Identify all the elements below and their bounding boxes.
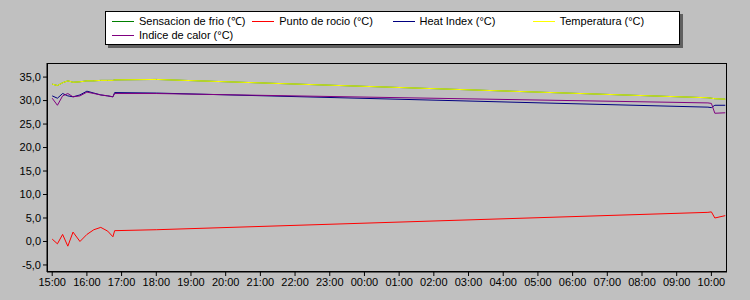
svg-text:-5,0: -5,0 xyxy=(22,259,41,271)
svg-text:25,0: 25,0 xyxy=(20,118,41,130)
svg-text:35,0: 35,0 xyxy=(20,71,41,83)
svg-text:09:00: 09:00 xyxy=(663,276,691,288)
svg-text:03:00: 03:00 xyxy=(455,276,483,288)
svg-text:18:00: 18:00 xyxy=(143,276,171,288)
svg-text:15:00: 15:00 xyxy=(38,276,66,288)
svg-text:15,0: 15,0 xyxy=(20,165,41,177)
svg-text:08:00: 08:00 xyxy=(628,276,656,288)
html-text:Punto de rocio (°C): Punto de rocio (°C) xyxy=(279,15,373,27)
svg-text:16:00: 16:00 xyxy=(73,276,101,288)
svg-text:22:00: 22:00 xyxy=(281,276,309,288)
svg-text:01:00: 01:00 xyxy=(385,276,413,288)
html-text:Heat Index (°C): Heat Index (°C) xyxy=(419,15,496,27)
svg-text:30,0: 30,0 xyxy=(20,94,41,106)
svg-text:23:00: 23:00 xyxy=(316,276,344,288)
html-text:Temperatura (°C): Temperatura (°C) xyxy=(559,15,645,27)
svg-text:00:00: 00:00 xyxy=(351,276,379,288)
svg-text:20,0: 20,0 xyxy=(20,141,41,153)
svg-text:05:00: 05:00 xyxy=(524,276,552,288)
svg-text:5,0: 5,0 xyxy=(26,212,41,224)
svg-text:0,0: 0,0 xyxy=(26,235,41,247)
svg-text:10:00: 10:00 xyxy=(698,276,726,288)
svg-text:21:00: 21:00 xyxy=(247,276,275,288)
svg-text:06:00: 06:00 xyxy=(559,276,587,288)
html-text:Sensacion de frio (℃): Sensacion de frio (℃) xyxy=(139,15,246,27)
svg-text:07:00: 07:00 xyxy=(594,276,622,288)
svg-text:17:00: 17:00 xyxy=(108,276,136,288)
html-text:Indice de calor (°C): Indice de calor (°C) xyxy=(139,29,234,41)
svg-text:04:00: 04:00 xyxy=(489,276,517,288)
svg-text:10,0: 10,0 xyxy=(20,188,41,200)
svg-text:19:00: 19:00 xyxy=(177,276,205,288)
svg-text:20:00: 20:00 xyxy=(212,276,240,288)
svg-text:02:00: 02:00 xyxy=(420,276,448,288)
